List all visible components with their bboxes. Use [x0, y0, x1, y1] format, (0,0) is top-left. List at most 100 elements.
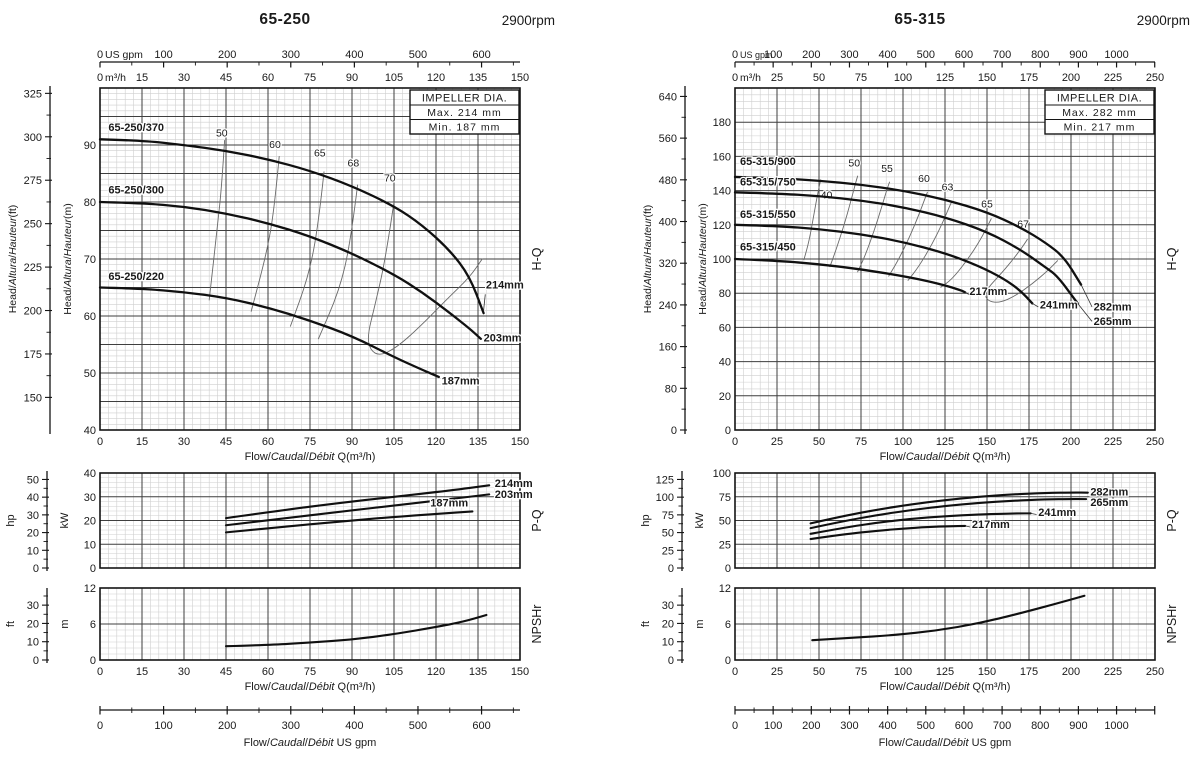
- efficiency-label-50: 50: [848, 158, 860, 170]
- svg-text:500: 500: [917, 49, 935, 61]
- svg-text:400: 400: [345, 720, 363, 732]
- svg-text:25: 25: [771, 666, 783, 678]
- svg-text:80: 80: [665, 383, 677, 395]
- hq-curve-203mm: [98, 200, 482, 340]
- svg-text:60: 60: [84, 311, 96, 323]
- hq-curve-265mm: [733, 191, 1079, 305]
- svg-text:135: 135: [469, 72, 487, 84]
- svg-text:250: 250: [1146, 72, 1164, 84]
- svg-text:175: 175: [1020, 666, 1038, 678]
- impeller-min-label: Min. 187 mm: [429, 122, 501, 134]
- svg-text:600: 600: [955, 720, 973, 732]
- svg-text:135: 135: [469, 436, 487, 448]
- side-label-npshr: NPSHr: [1165, 605, 1179, 644]
- svg-text:325: 325: [24, 88, 42, 100]
- svg-text:500: 500: [409, 720, 427, 732]
- svg-text:0: 0: [732, 666, 738, 678]
- svg-text:50: 50: [813, 436, 825, 448]
- svg-text:200: 200: [24, 306, 42, 318]
- svg-text:100: 100: [894, 72, 912, 84]
- power-kw-axis: 40 30 20 10 0 kW: [59, 468, 96, 575]
- hq-curve-187mm: [98, 286, 440, 379]
- head-ft-axis: 325 300 275 250 225 200 175 150 Head/Altura/Haut…: [7, 86, 52, 434]
- svg-text:10: 10: [84, 539, 96, 551]
- svg-text:320: 320: [659, 258, 677, 270]
- head-curves: 65-250/370 214mm 65-250/300 203mm 65-250/220…: [98, 121, 525, 389]
- npshr-ft-axis: 0 10 20 30 ft: [5, 588, 49, 667]
- svg-text:0: 0: [90, 655, 96, 667]
- power-hp-axis: 125 100 75 50 25 0 hp: [640, 471, 684, 575]
- svg-text:40: 40: [84, 468, 96, 480]
- svg-text:150: 150: [511, 666, 529, 678]
- svg-text:125: 125: [936, 436, 954, 448]
- impeller-dia-box: IMPELLER DIA. Max. 214 mm Min. 187 mm: [409, 89, 520, 135]
- npshr-curve: [811, 594, 1086, 642]
- head-m-axis: 180 160 140 120 100 80 60 40 20 0 Head/Altura/Haut…: [697, 117, 731, 437]
- svg-text:0: 0: [732, 49, 738, 61]
- svg-text:150: 150: [511, 436, 529, 448]
- efficiency-label-55: 55: [881, 163, 893, 175]
- svg-text:640: 640: [659, 91, 677, 103]
- npshr-ft-axis-title: ft: [5, 621, 17, 627]
- svg-text:50: 50: [719, 516, 731, 528]
- curve-label-65-250/370: 65-250/370: [108, 122, 164, 134]
- curve-label-65-250/300: 65-250/300: [108, 184, 164, 196]
- npshr-ft-axis-title: ft: [640, 621, 652, 627]
- hq-curve-282mm: [733, 175, 1083, 286]
- svg-text:75: 75: [304, 72, 316, 84]
- svg-text:0: 0: [33, 655, 39, 667]
- pq-curve-187mm: [224, 510, 474, 534]
- curve-label-65-315/750: 65-315/750: [740, 176, 796, 188]
- impeller-max-label: Max. 214 mm: [427, 107, 502, 119]
- svg-text:200: 200: [1062, 436, 1080, 448]
- svg-text:90: 90: [84, 140, 96, 152]
- svg-text:30: 30: [178, 436, 190, 448]
- npshr-m-axis-title: m: [694, 619, 706, 628]
- svg-text:90: 90: [346, 72, 358, 84]
- pq-curve-241mm: [809, 512, 1032, 535]
- svg-text:50: 50: [662, 528, 674, 540]
- hq-x-axis-labels: 0 25 50 75 100 125 150 175 200 225 250 Flow/Caudal/…: [732, 436, 1164, 463]
- svg-text:225: 225: [1104, 666, 1122, 678]
- svg-text:50: 50: [813, 666, 825, 678]
- svg-text:30: 30: [84, 492, 96, 504]
- impeller-dia-box: IMPELLER DIA. Max. 282 mm Min. 217 mm: [1044, 89, 1155, 135]
- svg-text:0: 0: [732, 720, 738, 732]
- svg-text:100: 100: [713, 254, 731, 266]
- svg-text:10: 10: [662, 637, 674, 649]
- impeller-min-label: Min. 217 mm: [1064, 122, 1136, 134]
- efficiency-label-68: 68: [348, 158, 360, 170]
- svg-text:50: 50: [813, 72, 825, 84]
- svg-text:150: 150: [978, 72, 996, 84]
- svg-text:30: 30: [27, 600, 39, 612]
- hp-axis-title: hp: [640, 514, 652, 526]
- us-gpm-unit-top: US gpm: [105, 49, 143, 61]
- svg-text:0: 0: [725, 655, 731, 667]
- svg-text:250: 250: [24, 219, 42, 231]
- hq-curve-214mm: [98, 138, 485, 315]
- svg-text:250: 250: [1146, 666, 1164, 678]
- m3h-unit: m³/h: [740, 72, 761, 84]
- m3h-label-row: 0 m³/h 25 50 75 100 125 150 175 200 225 250: [732, 72, 1164, 84]
- svg-text:50: 50: [84, 368, 96, 380]
- svg-text:0: 0: [732, 436, 738, 448]
- m3h-unit: m³/h: [105, 72, 126, 84]
- svg-text:60: 60: [262, 72, 274, 84]
- svg-text:125: 125: [656, 474, 674, 486]
- svg-text:800: 800: [1031, 49, 1049, 61]
- svg-text:30: 30: [178, 666, 190, 678]
- flow-axis-title-npshr: Flow/Caudal/Débit Q(m³/h): [245, 681, 376, 693]
- svg-text:10: 10: [27, 637, 39, 649]
- hq-curve-241mm: [733, 223, 1034, 305]
- svg-text:300: 300: [840, 720, 858, 732]
- pump-rpm-right: 2900rpm: [1136, 13, 1190, 28]
- svg-text:0: 0: [668, 563, 674, 575]
- svg-text:60: 60: [262, 436, 274, 448]
- svg-text:400: 400: [345, 49, 363, 61]
- hq-x-axis-labels: 0 15 30 45 60 75 90 105 120 135 150 Flow/Caudal/Déb…: [97, 436, 529, 463]
- svg-text:10: 10: [27, 545, 39, 557]
